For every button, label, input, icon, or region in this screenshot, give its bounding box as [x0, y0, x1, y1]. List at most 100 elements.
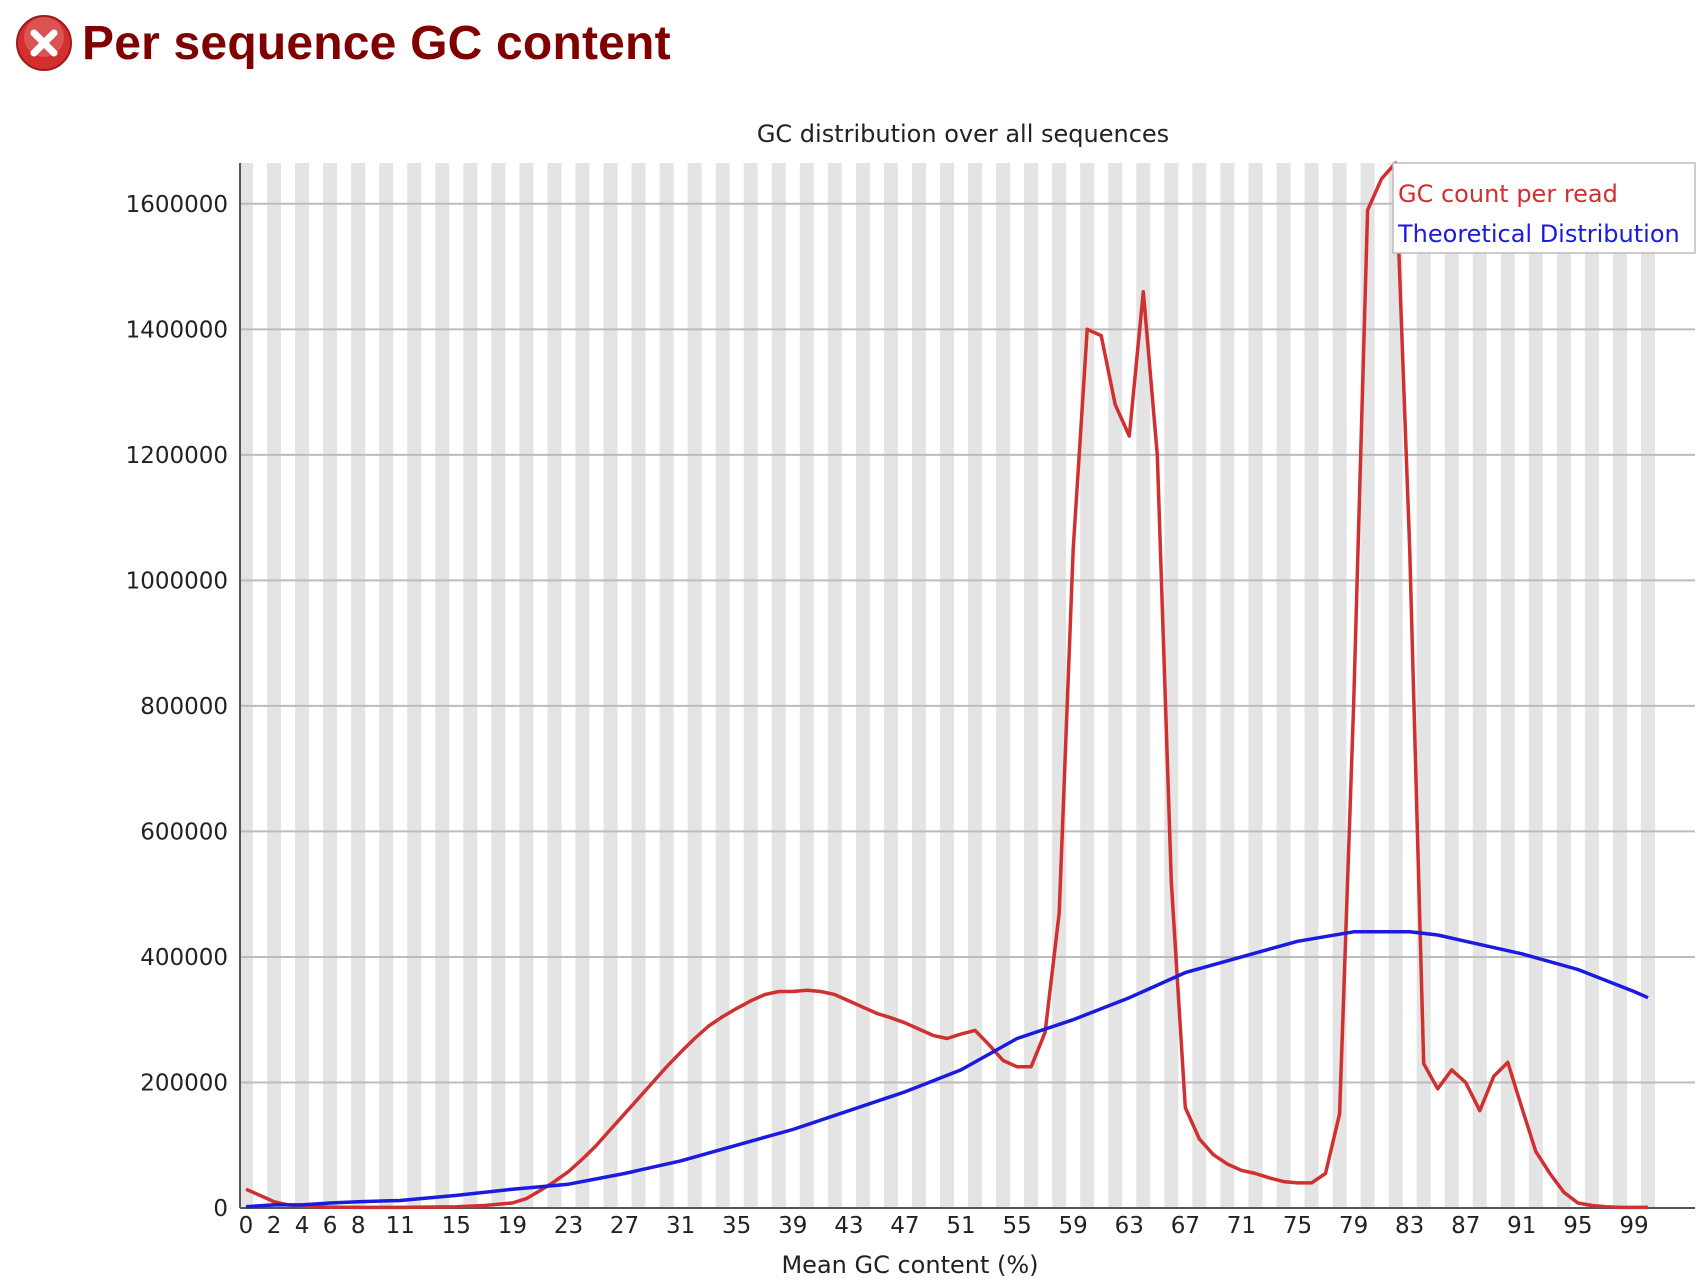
axes: [239, 163, 1695, 1209]
bg-band: [687, 163, 702, 1208]
bg-band: [996, 163, 1011, 1208]
bg-band: [911, 163, 926, 1208]
x-tick-label: 35: [722, 1213, 751, 1239]
bg-band: [379, 163, 394, 1208]
legend: GC count per read Theoretical Distributi…: [1392, 162, 1696, 254]
x-tick-label: 8: [351, 1213, 366, 1239]
bg-band: [1276, 163, 1291, 1208]
x-tick-labels: 0 2 4 6 8 11 15 19 23 27 31 35 39 43 47 51 55 59 63 67 71 75 7…: [239, 1213, 1649, 1239]
y-tick-label: 1200000: [126, 443, 228, 469]
x-tick-label: 79: [1339, 1213, 1368, 1239]
x-tick-label: 2: [267, 1213, 282, 1239]
bg-band: [1108, 163, 1123, 1208]
bg-band: [715, 163, 730, 1208]
bg-band: [1360, 163, 1375, 1208]
x-tick-label: 0: [239, 1213, 254, 1239]
bg-band: [1388, 163, 1403, 1208]
x-tick-label: 95: [1563, 1213, 1592, 1239]
x-tick-label: 87: [1451, 1213, 1480, 1239]
x-tick-label: 83: [1395, 1213, 1424, 1239]
y-tick-label: 800000: [140, 694, 228, 720]
chart-title: GC distribution over all sequences: [757, 120, 1169, 148]
bg-band: [603, 163, 618, 1208]
bg-band: [1304, 163, 1319, 1208]
bg-band: [1248, 163, 1263, 1208]
bg-band: [575, 163, 590, 1208]
bg-band: [1556, 163, 1571, 1208]
y-tick-label: 1600000: [126, 192, 228, 218]
bg-band: [968, 163, 983, 1208]
bg-band: [491, 163, 506, 1208]
x-tick-label: 6: [323, 1213, 338, 1239]
x-tick-label: 55: [1002, 1213, 1031, 1239]
bg-band: [1472, 163, 1487, 1208]
x-tick-label: 75: [1283, 1213, 1312, 1239]
y-tick-label: 1400000: [126, 317, 228, 343]
bg-band: [1528, 163, 1543, 1208]
bg-band: [1612, 163, 1627, 1208]
x-tick-label: 19: [498, 1213, 527, 1239]
x-tick-label: 43: [834, 1213, 863, 1239]
x-tick-label: 63: [1115, 1213, 1144, 1239]
bg-band: [855, 163, 870, 1208]
x-tick-label: 59: [1059, 1213, 1088, 1239]
y-tick-label: 1000000: [126, 568, 228, 594]
bg-band: [771, 163, 786, 1208]
bg-band: [827, 163, 842, 1208]
background-bands: [238, 163, 1695, 1208]
bg-band: [1584, 163, 1599, 1208]
x-tick-label: 51: [946, 1213, 975, 1239]
bg-band: [631, 163, 646, 1208]
bg-band: [799, 163, 814, 1208]
x-tick-label: 4: [295, 1213, 310, 1239]
x-tick-label: 27: [610, 1213, 639, 1239]
bg-band: [407, 163, 422, 1208]
bg-band: [238, 163, 254, 1208]
bg-band: [1136, 163, 1151, 1208]
bg-band: [939, 163, 955, 1208]
error-x-icon: [16, 15, 72, 71]
page-header: Per sequence GC content: [14, 8, 671, 78]
y-tick-label: 400000: [140, 945, 228, 971]
bg-band: [267, 163, 282, 1208]
bg-band: [1220, 163, 1235, 1208]
bg-band: [659, 163, 674, 1208]
bg-band: [1500, 163, 1515, 1208]
bg-band: [1332, 163, 1347, 1208]
page-title: Per sequence GC content: [82, 16, 671, 70]
bg-band: [1052, 163, 1067, 1208]
bg-band: [1444, 163, 1459, 1208]
bg-band: [1640, 163, 1656, 1208]
bg-band: [463, 163, 478, 1208]
x-tick-label: 99: [1619, 1213, 1648, 1239]
x-tick-label: 91: [1507, 1213, 1536, 1239]
x-tick-label: 23: [554, 1213, 583, 1239]
x-tick-label: 71: [1227, 1213, 1256, 1239]
legend-box: [1392, 162, 1696, 254]
bg-band: [351, 163, 366, 1208]
y-tick-label: 200000: [140, 1070, 228, 1096]
x-tick-label: 67: [1171, 1213, 1200, 1239]
bg-band: [883, 163, 898, 1208]
bg-band: [1024, 163, 1039, 1208]
bg-band: [295, 163, 310, 1208]
series-line-0: [245, 161, 1648, 1210]
bg-band: [519, 163, 534, 1208]
bg-band: [1080, 163, 1095, 1208]
series-lines: [245, 161, 1649, 1210]
y-tick-label: 0: [213, 1196, 228, 1222]
x-tick-label: 39: [778, 1213, 807, 1239]
series-line-1: [245, 930, 1649, 1209]
bg-band: [323, 163, 338, 1208]
bg-band: [1192, 163, 1207, 1208]
x-tick-label: 47: [890, 1213, 919, 1239]
bg-band: [547, 163, 562, 1208]
y-tick-label: 600000: [140, 819, 228, 845]
bg-band: [435, 163, 450, 1208]
x-tick-label: 31: [666, 1213, 695, 1239]
x-tick-label: 11: [386, 1213, 415, 1239]
legend-entry-gc-count: GC count per read: [1398, 180, 1618, 208]
x-axis-label: Mean GC content (%): [781, 1251, 1038, 1279]
x-tick-label: 15: [442, 1213, 471, 1239]
